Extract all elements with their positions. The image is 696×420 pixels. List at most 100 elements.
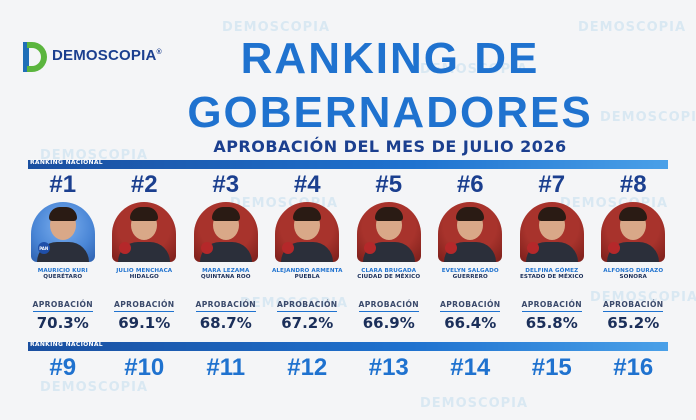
rank-label: #15: [531, 354, 572, 381]
approval-label: APROBACIÓN: [602, 299, 664, 309]
governor-photo: [438, 202, 503, 262]
rank-label: #4: [293, 171, 321, 198]
governor-photo-wrap: [430, 202, 512, 262]
approval-value: 66.9%: [362, 313, 415, 332]
rank-number: #6: [430, 173, 512, 197]
rank-number: #13: [348, 356, 430, 380]
approval-value: 65.8%: [525, 313, 578, 332]
governor-name: MARA LEZAMA: [202, 268, 250, 274]
ranking-band-bottom: RANKING NACIONAL: [28, 341, 668, 351]
approval-divider: [603, 310, 664, 312]
party-badge-icon: [608, 242, 621, 254]
approval-label: APROBACIÓN: [32, 299, 94, 309]
governor-photo: [112, 202, 177, 262]
rank-label: #11: [206, 354, 246, 381]
approval-label: APROBACIÓN: [113, 299, 175, 309]
party-badge-icon: PAN: [37, 242, 50, 254]
governor-photo-wrap: [104, 202, 186, 262]
approval-label: APROBACIÓN: [521, 299, 583, 309]
page-title-line1: RANKING DE: [240, 34, 540, 83]
rank-label: #7: [538, 171, 566, 198]
governor-card: EVELYN SALGADO GUERRERO APROBACIÓN 66.4%: [430, 268, 512, 338]
rank-label: #3: [212, 171, 240, 198]
rank-number: #11: [185, 356, 267, 380]
governor-state: GUERRERO: [452, 274, 488, 281]
info-row: MAURICIO KURI QUERÉTARO APROBACIÓN 70.3% JUL…: [22, 268, 674, 338]
governor-state: HIDALGO: [129, 274, 159, 281]
party-badge-icon: [363, 242, 376, 254]
governor-state: ESTADO DE MÉXICO: [519, 274, 584, 281]
approval-value: 66.4%: [444, 313, 497, 332]
watermark: DEMOSCOPIA: [590, 290, 696, 305]
rank-number: #8: [593, 173, 675, 197]
governor-card: ALEJANDRO ARMENTA PUEBLA APROBACIÓN 67.2%: [267, 268, 349, 338]
governor-card: JULIO MENCHACA HIDALGO APROBACIÓN 69.1%: [104, 268, 186, 338]
governor-name: JULIO MENCHACA: [116, 268, 173, 274]
governor-photo: PAN: [30, 202, 95, 262]
governor-photo: [275, 202, 340, 262]
rank-number: #9: [22, 356, 104, 380]
governor-photo-wrap: [593, 202, 675, 262]
rank-label: #6: [456, 171, 484, 198]
governor-photo-wrap: [511, 202, 593, 262]
approval-value: 69.1%: [118, 313, 171, 332]
governor-card: DELFINA GÓMEZ ESTADO DE MÉXICO APROBACIÓN 6…: [511, 268, 593, 338]
governor-card: ALFONSO DURAZO SONORA APROBACIÓN 65.2%: [593, 268, 675, 338]
governor-state: QUERÉTARO: [43, 274, 83, 281]
governor-name: EVELYN SALGADO: [441, 268, 499, 274]
rank-number: #16: [593, 356, 675, 380]
rank-label: #16: [613, 354, 654, 381]
band-label: RANKING NACIONAL: [30, 341, 103, 348]
rank-label: #1: [49, 171, 77, 198]
governor-photo-wrap: [267, 202, 349, 262]
rank-label: #12: [287, 354, 328, 381]
approval-value: 70.3%: [36, 313, 89, 332]
rank-number: #2: [104, 173, 186, 197]
party-badge-icon: [445, 242, 458, 254]
approval-label: APROBACIÓN: [439, 299, 501, 309]
party-badge-icon: [526, 242, 539, 254]
approval-label: APROBACIÓN: [358, 299, 420, 309]
governor-state: CIUDAD DE MÉXICO: [357, 274, 421, 281]
rank-number: #5: [348, 173, 430, 197]
logo-mark-icon: [18, 40, 48, 74]
watermark: DEMOSCOPIA: [420, 62, 529, 77]
governor-photo: [601, 202, 666, 262]
rank-number: #7: [511, 173, 593, 197]
photo-row: PAN: [22, 202, 674, 262]
logo-text: DEMOSCOPIA®: [52, 47, 162, 64]
rank-label: #9: [49, 354, 77, 381]
rank-number: #1: [22, 173, 104, 197]
governor-name: MAURICIO KURI: [37, 268, 88, 274]
governor-state: QUINTANA ROO: [200, 274, 251, 281]
party-badge-icon: [119, 242, 132, 254]
approval-divider: [277, 310, 338, 312]
governor-card: CLARA BRUGADA CIUDAD DE MÉXICO APROBACIÓN 6…: [348, 268, 430, 338]
ranking-band-top: RANKING NACIONAL: [28, 159, 668, 169]
rank-label: #2: [130, 171, 158, 198]
governor-photo-wrap: [185, 202, 267, 262]
governor-photo: [519, 202, 584, 262]
approval-label: APROBACIÓN: [195, 299, 257, 309]
approval-divider: [32, 310, 93, 312]
governor-photo: [356, 202, 421, 262]
rank-label: #13: [368, 354, 409, 381]
party-badge-icon: [282, 242, 295, 254]
approval-divider: [358, 310, 419, 312]
governor-photo: [193, 202, 258, 262]
governor-state: PUEBLA: [294, 274, 320, 281]
governor-photo-wrap: [348, 202, 430, 262]
approval-divider: [440, 310, 501, 312]
governor-name: ALEJANDRO ARMENTA: [271, 268, 343, 274]
band-label: RANKING NACIONAL: [30, 159, 103, 166]
approval-label: APROBACIÓN: [276, 299, 338, 309]
rank-row-top: #1 #2 #3 #4 #5 #6 #7 #8: [22, 173, 674, 197]
party-badge-icon: [200, 242, 213, 254]
watermark: DEMOSCOPIA: [600, 110, 696, 125]
page-title-line2: GOBERNADORES: [187, 88, 593, 137]
governor-name: ALFONSO DURAZO: [603, 268, 664, 274]
governor-card: MAURICIO KURI QUERÉTARO APROBACIÓN 70.3%: [22, 268, 104, 338]
rank-label: #14: [450, 354, 491, 381]
approval-value: 67.2%: [281, 313, 334, 332]
watermark: DEMOSCOPIA: [420, 396, 529, 411]
